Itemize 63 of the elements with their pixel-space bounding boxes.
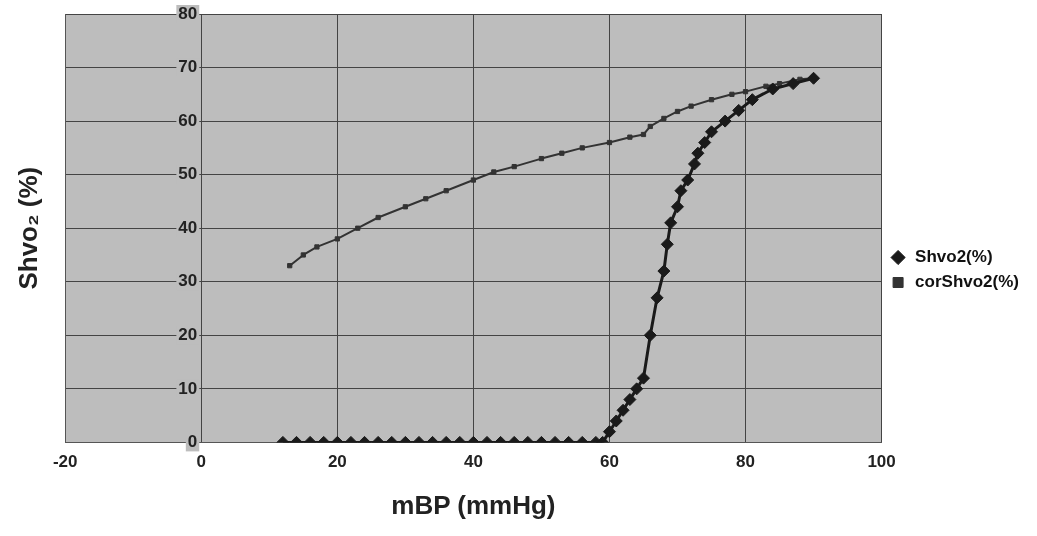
point	[688, 157, 701, 171]
point	[647, 123, 653, 130]
y-axis-title: Shvo₂ (%)	[12, 166, 43, 290]
point	[681, 173, 695, 187]
point	[661, 115, 667, 122]
point	[559, 150, 565, 156]
point	[732, 103, 746, 117]
y-tick-label: 50	[178, 164, 198, 184]
point	[355, 225, 361, 231]
point	[807, 71, 821, 85]
y-tick-label: 30	[178, 271, 198, 291]
point	[745, 93, 759, 107]
point	[742, 89, 749, 95]
y-tick-label: 0	[187, 432, 198, 452]
point	[674, 184, 688, 198]
legend-label: corShvo2(%)	[915, 272, 1020, 292]
x-tick-label: 100	[867, 452, 896, 472]
point	[511, 164, 517, 170]
point	[718, 114, 732, 128]
x-tick-label: 60	[600, 452, 619, 472]
x-tick-label: 40	[463, 452, 483, 472]
y-tick-label: 60	[178, 110, 198, 130]
point	[657, 264, 671, 278]
point	[650, 291, 664, 305]
y-tick-label: 20	[178, 324, 198, 344]
point	[287, 263, 293, 269]
point	[491, 169, 497, 175]
point	[375, 214, 381, 221]
point	[470, 177, 477, 183]
point	[334, 236, 340, 242]
point	[766, 82, 780, 96]
point	[698, 136, 712, 150]
point	[300, 252, 306, 258]
point	[606, 139, 613, 146]
point	[627, 134, 633, 140]
y-tick-label: 80	[178, 3, 198, 23]
point	[688, 103, 694, 109]
x-tick-label: -20	[52, 452, 78, 472]
point	[664, 216, 678, 230]
point	[763, 83, 769, 89]
point	[643, 328, 657, 342]
point	[314, 244, 320, 250]
y-tick-label: 70	[178, 57, 198, 77]
point	[538, 155, 545, 162]
point	[402, 204, 408, 210]
x-axis-title: mBP (mmHg)	[391, 489, 556, 520]
x-tick-label: 20	[327, 452, 347, 472]
point	[674, 108, 681, 115]
point	[423, 196, 429, 202]
point	[708, 97, 715, 103]
legend-label: Shvo2(%)	[915, 247, 993, 267]
point	[579, 145, 585, 151]
x-tick-label: 80	[736, 452, 755, 472]
y-tick-label: 40	[178, 217, 198, 237]
point	[660, 237, 674, 251]
point	[786, 77, 800, 91]
point	[705, 125, 719, 139]
y-tick-label: 10	[178, 378, 198, 398]
point	[443, 188, 449, 194]
point	[640, 131, 647, 138]
point	[670, 200, 684, 214]
point	[729, 91, 735, 97]
point	[691, 146, 705, 160]
